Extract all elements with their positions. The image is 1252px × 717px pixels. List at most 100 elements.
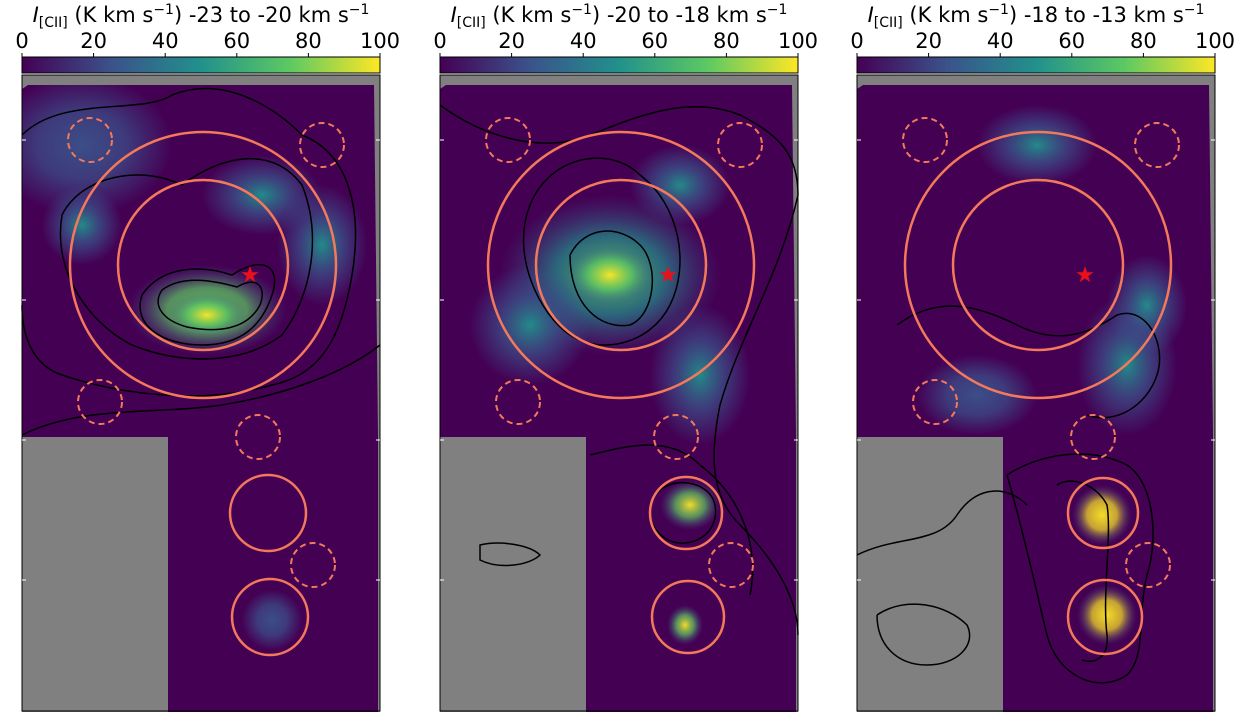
aperture — [1066, 476, 1140, 550]
map-frame — [856, 74, 1216, 712]
title-part: [CII] — [457, 15, 486, 31]
background-aperture — [1070, 414, 1116, 460]
contour — [21, 344, 381, 436]
colorbar-tick-label: 80 — [1130, 29, 1157, 53]
colorbar-tick-label: 40 — [987, 29, 1014, 53]
emission-blob — [167, 293, 247, 337]
aperture — [534, 178, 708, 352]
contour — [522, 157, 681, 346]
title-part: ) -18 to -13 km s — [1009, 3, 1184, 27]
emission-blob — [277, 185, 367, 305]
panel-title: I[CII] (K km s−1) -20 to -18 km s−1 — [451, 2, 788, 31]
background-aperture — [495, 379, 541, 425]
colorbar-tick-label: 20 — [915, 29, 942, 53]
aperture — [68, 130, 338, 400]
emission-blob — [977, 105, 1097, 185]
colorbar — [856, 56, 1216, 74]
aperture — [648, 475, 724, 551]
contour — [569, 230, 653, 327]
emission-blob — [470, 265, 590, 385]
title-part: (K km s — [486, 3, 572, 27]
aperture — [903, 130, 1173, 400]
contour — [589, 444, 754, 596]
map-frame — [21, 74, 381, 712]
emission-blob — [1107, 255, 1187, 355]
aperture — [650, 579, 726, 655]
aperture — [228, 473, 308, 553]
colorbar — [21, 56, 381, 74]
colorbar-tick-label: 0 — [433, 29, 446, 53]
emission-blob — [242, 590, 302, 650]
colorbar-tick-label: 20 — [498, 29, 525, 53]
colorbar-tick-label: 0 — [850, 29, 863, 53]
title-part: [CII] — [39, 15, 68, 31]
contour — [59, 157, 314, 360]
emission-blob — [1072, 485, 1132, 545]
contour — [157, 279, 263, 331]
title-part: −1 — [349, 2, 370, 18]
background-aperture — [77, 379, 123, 425]
background-aperture — [485, 117, 531, 163]
background-aperture — [717, 122, 763, 168]
title-part: I — [33, 3, 39, 27]
aperture — [1066, 578, 1144, 656]
background-aperture — [67, 117, 113, 163]
background-aperture — [653, 414, 699, 460]
star-marker — [1076, 266, 1094, 283]
title-part: ) -23 to -20 km s — [174, 3, 349, 27]
emission-blob — [630, 145, 730, 225]
background-aperture — [902, 117, 948, 163]
contour — [876, 603, 971, 666]
colorbar-tick-label: 100 — [1195, 29, 1235, 53]
contour — [896, 305, 1161, 419]
colorbar-tick-label: 40 — [152, 29, 179, 53]
map-frame — [439, 74, 799, 712]
contour — [1006, 453, 1154, 684]
background-aperture — [290, 542, 336, 588]
colorbar-tick-label: 60 — [1058, 29, 1085, 53]
colorbar-tick-label: 40 — [570, 29, 597, 53]
background-aperture — [235, 414, 281, 460]
title-part: −1 — [988, 2, 1009, 18]
title-part: −1 — [767, 2, 788, 18]
panel-title: I[CII] (K km s−1) -23 to -20 km s−1 — [33, 2, 370, 31]
colorbar-tick-label: 20 — [80, 29, 107, 53]
aperture — [116, 178, 290, 352]
emission-blob — [660, 480, 720, 530]
contour — [856, 490, 1028, 556]
map-panel — [439, 74, 799, 712]
aperture — [230, 577, 310, 657]
colorbar-tick-label: 60 — [641, 29, 668, 53]
star-marker — [241, 266, 259, 283]
colorbar-tick-label: 100 — [778, 29, 818, 53]
contour — [479, 542, 542, 567]
title-part: −1 — [1184, 2, 1205, 18]
title-part: I — [451, 3, 457, 27]
emission-blob — [22, 85, 172, 215]
background-aperture — [299, 122, 345, 168]
background-aperture — [708, 542, 754, 588]
emission-blob — [917, 355, 1037, 435]
emission-blob — [565, 245, 655, 305]
colorbar — [439, 56, 799, 74]
title-part: I — [868, 3, 874, 27]
star-marker — [659, 266, 677, 283]
emission-blob — [1077, 585, 1137, 645]
colorbar-tick-label: 100 — [360, 29, 400, 53]
emission-blob — [667, 605, 703, 645]
title-part: ) -20 to -18 km s — [592, 3, 767, 27]
title-part: (K km s — [903, 3, 989, 27]
emission-blob — [42, 185, 122, 265]
title-part: −1 — [571, 2, 592, 18]
colorbar-tick-label: 0 — [15, 29, 28, 53]
map-panel — [21, 74, 381, 712]
background-aperture — [1134, 122, 1180, 168]
panel-title: I[CII] (K km s−1) -18 to -13 km s−1 — [868, 2, 1205, 31]
background-aperture — [912, 379, 958, 425]
title-part: −1 — [153, 2, 174, 18]
title-part: (K km s — [68, 3, 154, 27]
colorbar-tick-label: 60 — [223, 29, 250, 53]
colorbar-tick-label: 80 — [713, 29, 740, 53]
aperture — [486, 130, 756, 400]
